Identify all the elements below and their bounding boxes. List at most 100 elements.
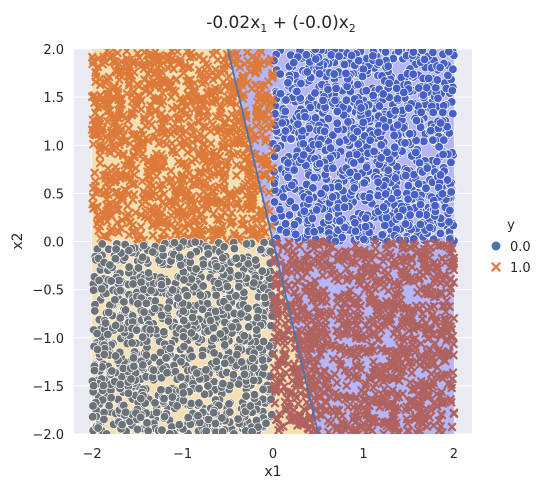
data-point	[194, 398, 204, 408]
data-point	[377, 230, 387, 240]
data-point	[123, 388, 134, 398]
data-point	[97, 284, 107, 294]
data-point	[361, 162, 372, 172]
data-point	[173, 293, 183, 303]
data-point	[247, 427, 257, 434]
data-point	[229, 429, 239, 434]
data-point	[419, 136, 429, 146]
data-point	[225, 407, 235, 417]
x-tick-label: 0	[269, 447, 277, 462]
data-point	[176, 260, 186, 270]
data-point	[280, 126, 291, 136]
data-point	[390, 142, 400, 152]
data-point	[393, 49, 404, 56]
data-point	[435, 228, 446, 239]
y-tick-label: 1.0	[43, 139, 64, 154]
data-point	[343, 117, 353, 127]
data-point	[215, 329, 225, 339]
data-point	[269, 197, 280, 207]
data-point	[339, 59, 350, 70]
data-point	[350, 226, 361, 236]
data-point	[392, 188, 403, 198]
y-tick-label: 2.0	[43, 43, 64, 58]
data-point	[309, 227, 319, 237]
data-point	[356, 103, 366, 113]
data-point	[217, 427, 228, 434]
data-point	[220, 358, 230, 368]
data-point	[88, 412, 98, 422]
data-point	[178, 388, 188, 398]
data-point	[104, 307, 114, 318]
data-point	[438, 107, 448, 118]
data-point	[341, 68, 351, 79]
data-point	[289, 58, 299, 68]
data-point	[373, 127, 383, 137]
data-point	[340, 222, 350, 233]
data-point	[198, 281, 208, 291]
legend-label-0: 0.0	[510, 240, 531, 255]
data-point	[304, 194, 314, 205]
data-point	[309, 173, 319, 183]
data-point	[305, 102, 315, 113]
data-point	[448, 109, 458, 119]
data-point	[332, 118, 342, 128]
data-point	[275, 89, 286, 99]
data-point	[435, 62, 445, 73]
data-point	[157, 244, 168, 254]
data-point	[323, 113, 334, 124]
data-point	[369, 146, 379, 156]
data-point	[447, 85, 457, 96]
data-point	[222, 281, 233, 292]
data-point	[161, 353, 171, 363]
data-point	[203, 249, 213, 259]
data-point	[331, 83, 341, 94]
data-point	[368, 90, 378, 101]
data-point	[411, 115, 422, 126]
data-point	[357, 71, 368, 82]
data-point	[146, 285, 156, 296]
data-point	[218, 253, 228, 263]
data-point	[88, 381, 99, 391]
data-point	[405, 210, 415, 220]
data-point	[191, 264, 201, 274]
data-point	[139, 307, 149, 317]
data-point	[148, 247, 158, 257]
data-point	[249, 375, 259, 386]
data-point	[324, 212, 334, 222]
data-point	[310, 88, 320, 98]
data-point	[176, 372, 186, 382]
data-point	[275, 205, 285, 215]
data-point	[281, 227, 292, 238]
data-point	[129, 361, 139, 372]
data-point	[163, 316, 174, 326]
data-point	[141, 350, 152, 360]
data-point	[224, 399, 234, 409]
data-point	[307, 213, 318, 224]
data-point	[135, 412, 146, 422]
data-point	[415, 199, 426, 210]
data-point	[284, 210, 295, 220]
data-point	[133, 263, 144, 273]
data-point	[245, 401, 256, 411]
data-point	[194, 383, 204, 394]
data-point	[444, 49, 454, 57]
data-point	[373, 177, 383, 187]
data-point	[319, 126, 330, 136]
data-point	[374, 57, 384, 67]
data-point	[272, 143, 282, 153]
data-point	[376, 153, 386, 163]
data-point	[105, 260, 115, 270]
data-point	[302, 67, 312, 77]
data-point	[390, 106, 400, 116]
data-point	[383, 61, 393, 71]
data-point	[187, 351, 197, 362]
data-point	[179, 341, 189, 352]
data-point	[258, 384, 268, 395]
data-point	[179, 275, 189, 285]
data-point	[384, 78, 394, 88]
data-point	[197, 350, 208, 361]
y-tick-label: 1.5	[43, 91, 64, 106]
data-point	[422, 163, 432, 173]
data-point	[138, 332, 148, 342]
data-point	[349, 158, 359, 168]
